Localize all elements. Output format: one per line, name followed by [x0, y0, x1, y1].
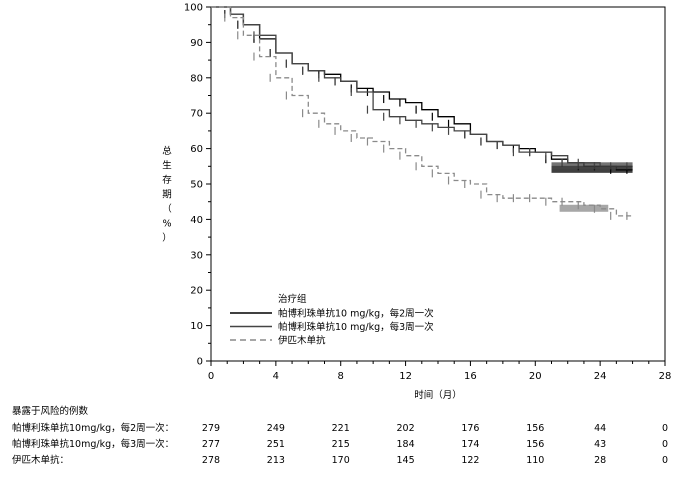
- risk-cell: 249: [267, 423, 285, 434]
- x-tick-label: 24: [594, 371, 607, 382]
- y-tick-label: 10: [190, 321, 203, 332]
- risk-row-label: 帕博利珠单抗10mg/kg，每3周一次：: [12, 438, 174, 450]
- risk-cell: 43: [594, 439, 606, 450]
- risk-cell: 0: [662, 439, 668, 450]
- y-tick-label: 0: [197, 357, 203, 368]
- survival-curve-1: [211, 6, 633, 171]
- y-axis-label-char: （: [162, 203, 172, 215]
- risk-cell: 0: [662, 455, 668, 466]
- risk-table-title: 暴露于风险的例数: [12, 405, 89, 417]
- risk-cell: 213: [267, 455, 285, 466]
- risk-cell: 278: [202, 455, 220, 466]
- legend-label-1: 帕博利珠单抗10 mg/kg，每2周一次: [278, 308, 434, 320]
- x-tick-label: 8: [338, 371, 344, 382]
- y-axis-label-char: 生: [162, 160, 172, 172]
- risk-cell: 145: [397, 455, 415, 466]
- risk-cell: 156: [526, 423, 544, 434]
- x-tick-label: 28: [659, 371, 672, 382]
- y-axis-label-char: %: [162, 219, 171, 230]
- risk-cell: 122: [461, 455, 479, 466]
- x-tick-label: 20: [529, 371, 542, 382]
- risk-cell: 202: [397, 423, 415, 434]
- y-tick-label: 90: [190, 38, 203, 49]
- y-tick-label: 70: [190, 109, 203, 120]
- censor-block-2: [551, 162, 633, 170]
- risk-row-label: 帕博利珠单抗10mg/kg，每2周一次：: [12, 422, 174, 434]
- x-tick-label: 0: [208, 371, 214, 382]
- y-tick-label: 20: [190, 286, 203, 297]
- x-tick-label: 12: [399, 371, 412, 382]
- x-tick-label: 4: [273, 371, 279, 382]
- legend-label-3: 伊匹木单抗: [278, 335, 326, 347]
- y-axis-label-char: 存: [162, 174, 172, 186]
- y-tick-label: 40: [190, 215, 203, 226]
- censor-block-3: [559, 204, 609, 212]
- risk-cell: 0: [662, 423, 668, 434]
- survival-curve-2: [211, 6, 633, 167]
- censor-block-1: [551, 165, 633, 173]
- risk-cell: 44: [594, 423, 606, 434]
- risk-cell: 110: [526, 455, 544, 466]
- y-axis-label-char: ）: [162, 232, 172, 244]
- x-tick-label: 16: [464, 371, 477, 382]
- y-tick-label: 100: [184, 3, 203, 14]
- y-tick-label: 50: [190, 180, 203, 191]
- legend-title: 治疗组: [278, 293, 307, 305]
- y-axis-label-char: 期: [162, 190, 172, 201]
- legend-label-2: 帕博利珠单抗10 mg/kg，每3周一次: [278, 321, 434, 333]
- risk-row-label: 伊匹木单抗：: [12, 454, 69, 466]
- y-tick-label: 80: [190, 73, 203, 84]
- risk-cell: 184: [397, 439, 415, 450]
- risk-cell: 174: [461, 439, 479, 450]
- x-axis-label: 时间（月）: [414, 389, 462, 401]
- risk-cell: 277: [202, 439, 220, 450]
- risk-cell: 28: [594, 455, 606, 466]
- risk-cell: 156: [526, 439, 544, 450]
- y-tick-label: 30: [190, 250, 203, 261]
- y-tick-label: 60: [190, 144, 203, 155]
- risk-cell: 279: [202, 423, 220, 434]
- risk-cell: 251: [267, 439, 285, 450]
- risk-cell: 215: [332, 439, 350, 450]
- risk-cell: 170: [332, 455, 350, 466]
- y-axis-label-char: 总: [162, 145, 172, 157]
- risk-cell: 221: [332, 423, 350, 434]
- risk-cell: 176: [461, 423, 479, 434]
